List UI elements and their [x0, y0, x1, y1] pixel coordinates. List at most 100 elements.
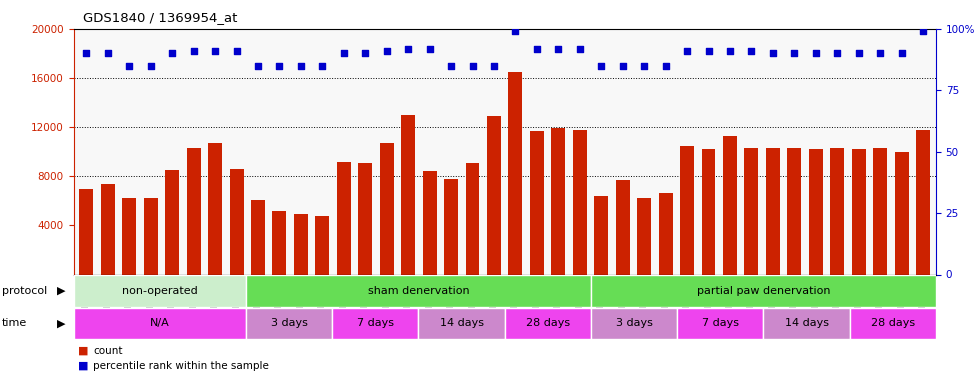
- Bar: [144, 198, 158, 274]
- Point: [465, 63, 480, 69]
- Text: ▶: ▶: [57, 318, 66, 328]
- Text: partial paw denervation: partial paw denervation: [697, 286, 830, 296]
- Bar: [594, 196, 609, 274]
- Bar: [422, 171, 436, 274]
- Text: 3 days: 3 days: [270, 318, 308, 328]
- Text: ▶: ▶: [57, 286, 66, 296]
- Bar: [615, 180, 630, 274]
- Point: [701, 48, 716, 54]
- Bar: [122, 198, 136, 274]
- Bar: [591, 308, 677, 339]
- Text: N/A: N/A: [150, 318, 170, 328]
- Point: [271, 63, 287, 69]
- Point: [744, 48, 760, 54]
- Text: count: count: [93, 346, 122, 355]
- Bar: [379, 143, 394, 274]
- Bar: [444, 179, 458, 274]
- Point: [122, 63, 137, 69]
- Bar: [316, 216, 329, 274]
- Bar: [873, 148, 887, 274]
- Point: [78, 51, 94, 57]
- Point: [614, 63, 630, 69]
- Bar: [251, 200, 265, 274]
- Bar: [509, 72, 522, 274]
- Point: [915, 28, 931, 34]
- Bar: [401, 115, 416, 274]
- Point: [143, 63, 159, 69]
- Bar: [359, 163, 372, 274]
- Text: 14 days: 14 days: [440, 318, 483, 328]
- Text: sham denervation: sham denervation: [368, 286, 469, 296]
- Point: [315, 63, 330, 69]
- Text: GDS1840 / 1369954_at: GDS1840 / 1369954_at: [83, 11, 238, 24]
- Bar: [916, 130, 930, 274]
- Point: [551, 45, 566, 51]
- Point: [165, 51, 180, 57]
- Point: [207, 48, 222, 54]
- Text: 3 days: 3 days: [615, 318, 653, 328]
- Bar: [208, 143, 222, 274]
- Bar: [74, 275, 246, 307]
- Bar: [487, 116, 501, 274]
- Bar: [79, 189, 93, 274]
- Point: [722, 48, 738, 54]
- Bar: [680, 146, 694, 274]
- Bar: [229, 169, 243, 274]
- Bar: [246, 308, 332, 339]
- Bar: [850, 308, 936, 339]
- Bar: [659, 194, 672, 274]
- Bar: [895, 152, 908, 274]
- Bar: [74, 308, 246, 339]
- Bar: [852, 149, 865, 274]
- Bar: [591, 275, 936, 307]
- Point: [829, 51, 845, 57]
- Point: [808, 51, 823, 57]
- Bar: [294, 214, 308, 274]
- Point: [421, 45, 437, 51]
- Bar: [530, 131, 544, 274]
- Point: [100, 51, 116, 57]
- Bar: [573, 130, 587, 274]
- Point: [358, 51, 373, 57]
- Point: [400, 45, 416, 51]
- Point: [594, 63, 610, 69]
- Point: [443, 63, 459, 69]
- Bar: [186, 148, 201, 274]
- Point: [379, 48, 395, 54]
- Point: [872, 51, 888, 57]
- Bar: [246, 275, 591, 307]
- Text: protocol: protocol: [2, 286, 47, 296]
- Point: [250, 63, 266, 69]
- Point: [508, 28, 523, 34]
- Text: time: time: [2, 318, 27, 328]
- Text: 7 days: 7 days: [702, 318, 739, 328]
- Text: non-operated: non-operated: [122, 286, 198, 296]
- Point: [851, 51, 866, 57]
- Text: ■: ■: [78, 361, 89, 370]
- Bar: [418, 308, 505, 339]
- Bar: [677, 308, 763, 339]
- Bar: [766, 148, 780, 274]
- Point: [572, 45, 588, 51]
- Point: [529, 45, 545, 51]
- Point: [636, 63, 652, 69]
- Point: [658, 63, 673, 69]
- Bar: [702, 149, 715, 274]
- Bar: [466, 163, 479, 274]
- Bar: [723, 136, 737, 274]
- Text: 28 days: 28 days: [525, 318, 570, 328]
- Text: 7 days: 7 days: [357, 318, 394, 328]
- Bar: [787, 148, 802, 274]
- Bar: [830, 148, 844, 274]
- Point: [765, 51, 781, 57]
- Text: ■: ■: [78, 346, 89, 355]
- Text: 28 days: 28 days: [870, 318, 915, 328]
- Bar: [763, 308, 850, 339]
- Bar: [505, 308, 591, 339]
- Text: 14 days: 14 days: [785, 318, 828, 328]
- Bar: [337, 162, 351, 274]
- Point: [336, 51, 352, 57]
- Bar: [552, 128, 565, 274]
- Point: [228, 48, 244, 54]
- Point: [486, 63, 502, 69]
